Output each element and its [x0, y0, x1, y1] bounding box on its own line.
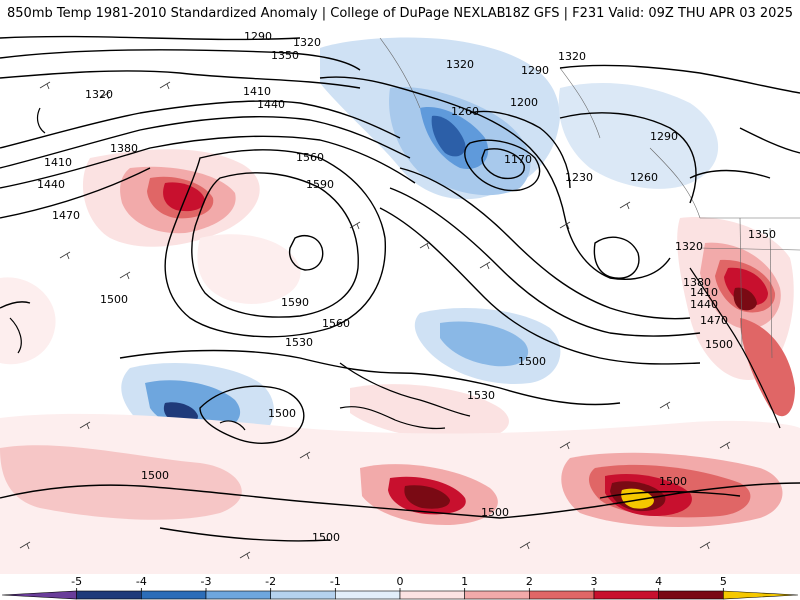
contour-label: 1470 — [52, 209, 80, 222]
contour-label: 1290 — [650, 130, 678, 143]
contour-label: 1380 — [683, 276, 711, 289]
contour-label: 1530 — [285, 336, 313, 349]
product-title: 850mb Temp 1981-2010 Standardized Anomal… — [7, 6, 506, 21]
contour-label: 1380 — [110, 142, 138, 155]
contour-label: 1350 — [748, 228, 776, 241]
contour-label: 1350 — [271, 49, 299, 62]
contour-label: 1440 — [690, 298, 718, 311]
colorbar-tick-label: -1 — [330, 575, 341, 588]
colorbar-tick-label: 1 — [461, 575, 468, 588]
contour-label: 1500 — [312, 531, 340, 544]
contour-label: 1230 — [565, 171, 593, 184]
colorbar-tick-label: 0 — [397, 575, 404, 588]
colorbar-tick-label: -5 — [71, 575, 82, 588]
colorbar-tick-label: 3 — [591, 575, 598, 588]
cold-anomaly-shading — [121, 37, 719, 514]
colorbar-tick-label: -2 — [265, 575, 276, 588]
contour-label: 1560 — [322, 317, 350, 330]
colorbar-bin — [593, 590, 659, 600]
contour-label: 1470 — [700, 314, 728, 327]
coastlines — [9, 107, 781, 431]
contour-label: 1200 — [510, 96, 538, 109]
colorbar-bin — [335, 590, 401, 600]
height-contours — [0, 35, 800, 542]
contour-label: 1530 — [467, 389, 495, 402]
colorbar-bin — [205, 590, 271, 600]
contour-label: 1500 — [100, 293, 128, 306]
contour-label: 1500 — [141, 469, 169, 482]
colorbar-bin — [1, 590, 77, 600]
colorbar-bin — [76, 590, 142, 600]
colorbar-tick-label: -3 — [201, 575, 212, 588]
contour-label: 1590 — [306, 178, 334, 191]
colorbar-tick-label: 2 — [526, 575, 533, 588]
contour-label: 1590 — [281, 296, 309, 309]
contour-label: 1500 — [268, 407, 296, 420]
colorbar-bin — [141, 590, 207, 600]
contour-label: 1440 — [37, 178, 65, 191]
colorbar-bin — [270, 590, 336, 600]
contour-label: 1500 — [705, 338, 733, 351]
contour-label: 1290 — [521, 64, 549, 77]
contour-label: 1500 — [481, 506, 509, 519]
colorbar-tick-label: -4 — [136, 575, 147, 588]
contour-label: 1320 — [293, 36, 321, 49]
contour-label: 1500 — [518, 355, 546, 368]
contour-label: 1320 — [558, 50, 586, 63]
contour-label: 1560 — [296, 151, 324, 164]
borders — [379, 37, 800, 359]
colorbar-bin — [658, 590, 724, 600]
colorbar-tick-label: 5 — [720, 575, 727, 588]
wind-barbs — [19, 81, 731, 560]
contour-label: 1260 — [451, 105, 479, 118]
colorbar: -5 -4 -3 -2 -1 0 1 2 3 4 5 — [1, 575, 799, 600]
contour-label: 1440 — [257, 98, 285, 111]
colorbar-bin — [464, 590, 530, 600]
contour-label: 1410 — [44, 156, 72, 169]
colorbar-bins — [1, 590, 799, 600]
contour-label: 1320 — [85, 88, 113, 101]
colorbar-bin — [723, 590, 799, 600]
contour-label: 1410 — [690, 286, 718, 299]
title-bar: 850mb Temp 1981-2010 Standardized Anomal… — [0, 0, 800, 28]
model-run-info: 18Z GFS | F231 Valid: 09Z THU APR 03 202… — [504, 6, 793, 21]
contour-label: 1170 — [504, 153, 532, 166]
colorbar-bin — [529, 590, 595, 600]
contour-label: 1290 — [244, 30, 272, 43]
contour-label: 1260 — [630, 171, 658, 184]
colorbar-ticks: -5 -4 -3 -2 -1 0 1 2 3 4 5 — [71, 575, 727, 591]
contour-label: 1410 — [243, 85, 271, 98]
colorbar-bin — [399, 590, 465, 600]
contour-label: 1320 — [675, 240, 703, 253]
colorbar-tick-label: 4 — [655, 575, 662, 588]
contour-label: 1500 — [659, 475, 687, 488]
contour-label: 1320 — [446, 58, 474, 71]
